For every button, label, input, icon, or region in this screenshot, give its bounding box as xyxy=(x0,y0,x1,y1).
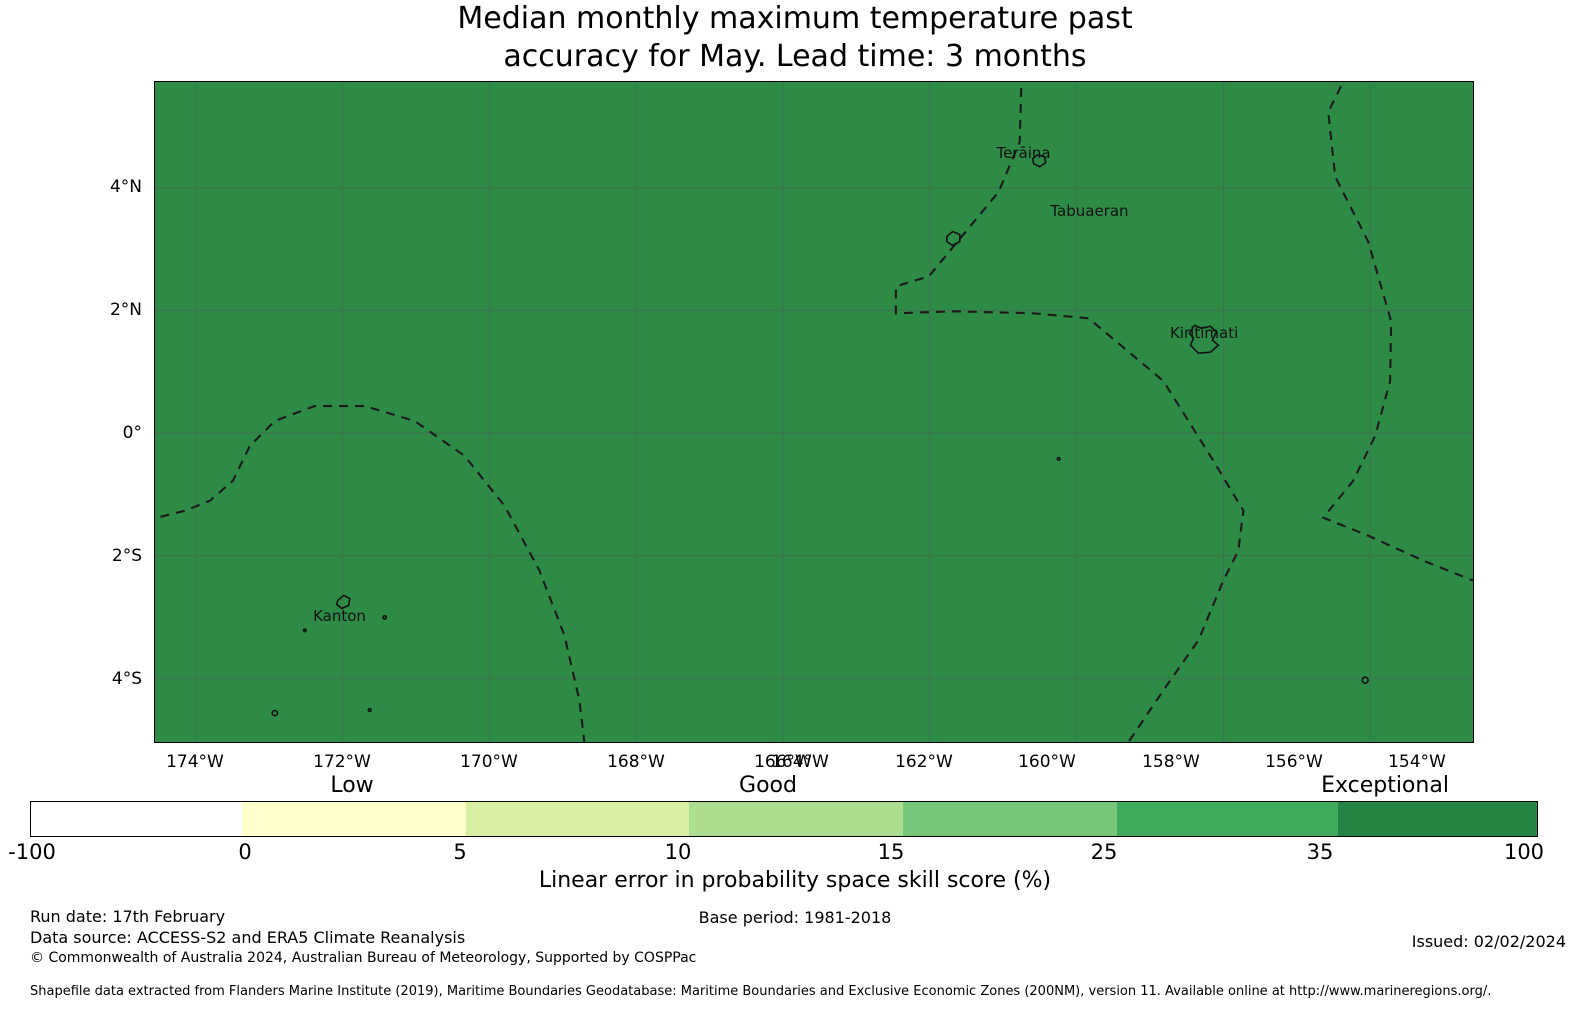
x-tick-label: 164°W xyxy=(771,752,829,772)
island-label-kiritimati: Kiritimati xyxy=(1170,324,1239,343)
island-outlines xyxy=(271,153,1369,717)
issued-date-text: Issued: 02/02/2024 xyxy=(1411,932,1566,951)
colorbar-category-low: Low xyxy=(330,773,374,798)
colorbar xyxy=(30,801,1538,837)
colorbar-segment-10-15 xyxy=(689,802,903,836)
colorbar-tick-label: 35 xyxy=(1306,840,1334,864)
x-tick-label: 168°W xyxy=(607,752,665,772)
x-tick-label: 158°W xyxy=(1142,752,1200,772)
x-tick-label: 160°W xyxy=(1018,752,1076,772)
colorbar-category-exceptional: Exceptional xyxy=(1321,773,1449,798)
x-tick-label: 170°W xyxy=(460,752,518,772)
eez-boundary-line xyxy=(155,82,1473,742)
colorbar-tick-label: 0 xyxy=(238,840,252,864)
colorbar-segment-neg100-0 xyxy=(31,802,242,836)
y-tick-label: 2°N xyxy=(109,300,142,320)
page-title: Median monthly maximum temperature past … xyxy=(457,1,1133,74)
y-tick-label: 4°N xyxy=(109,177,142,197)
x-tick-label: 172°W xyxy=(313,752,371,772)
colorbar-segment-35-100 xyxy=(1338,802,1537,836)
copyright-text: © Commonwealth of Australia 2024, Austra… xyxy=(30,950,697,966)
map-overlay xyxy=(155,82,1473,742)
colorbar-axis-label: Linear error in probability space skill … xyxy=(538,868,1052,893)
colorbar-tick-label: -100 xyxy=(8,840,56,864)
island-label-kanton: Kanton xyxy=(313,606,366,625)
colorbar-tick-label: 15 xyxy=(877,840,905,864)
colorbar-segment-0-5 xyxy=(241,802,467,836)
island-label-tabuaeran: Tabuaeran xyxy=(1050,201,1129,220)
island-label-teraina: Terāina xyxy=(996,143,1051,162)
x-tick-label: 156°W xyxy=(1265,752,1323,772)
colorbar-category-good: Good xyxy=(739,773,797,798)
y-tick-label: 2°S xyxy=(111,546,142,566)
colorbar-segment-15-25 xyxy=(902,802,1117,836)
x-tick-label: 174°W xyxy=(166,752,224,772)
colorbar-segment-25-35 xyxy=(1116,802,1339,836)
colorbar-tick-label: 10 xyxy=(664,840,692,864)
shapefile-attribution-text: Shapefile data extracted from Flanders M… xyxy=(30,984,1492,999)
x-tick-label: 154°W xyxy=(1388,752,1446,772)
colorbar-tick-label: 25 xyxy=(1090,840,1118,864)
y-tick-label: 4°S xyxy=(111,669,142,689)
x-tick-label: 166°W xyxy=(754,752,812,772)
colorbar-tick-label: 100 xyxy=(1503,840,1545,864)
footer-left-block: Run date: 17th February Data source: ACC… xyxy=(30,906,696,969)
map-gridlines xyxy=(155,82,1473,742)
colorbar-segment-5-10 xyxy=(466,802,690,836)
x-tick-label: 162°W xyxy=(895,752,953,772)
colorbar-tick-label: 5 xyxy=(453,840,467,864)
skill-score-field xyxy=(155,82,1473,742)
map-plot-area: Terāina Tabuaeran Kiritimati Kanton xyxy=(154,81,1474,743)
run-date-text: Run date: 17th February xyxy=(30,907,226,926)
y-tick-label: 0° xyxy=(122,423,142,443)
data-source-text: Data source: ACCESS-S2 and ERA5 Climate … xyxy=(30,928,466,947)
base-period-text: Base period: 1981-2018 xyxy=(698,908,892,927)
